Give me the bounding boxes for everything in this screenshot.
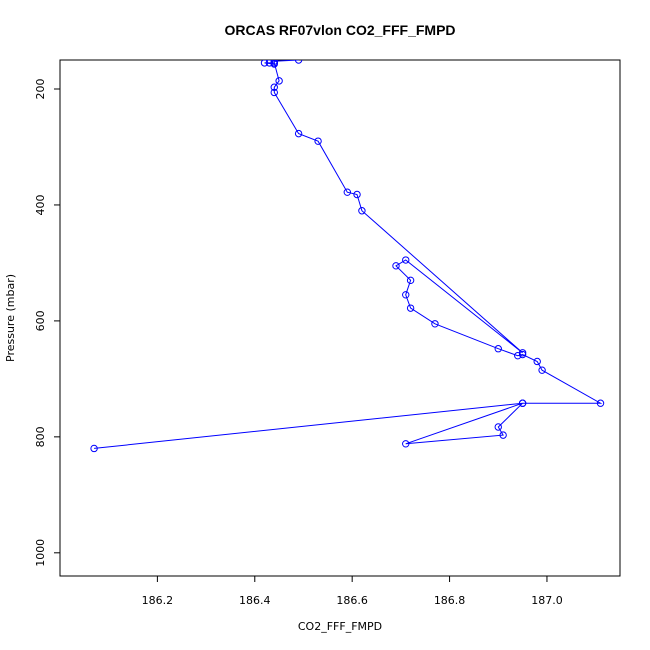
x-axis-label: CO2_FFF_FMPD [298, 620, 382, 633]
y-tick-label: 400 [34, 194, 47, 215]
data-point [294, 60, 303, 64]
data-point [494, 345, 502, 353]
data-point [518, 349, 527, 357]
data-point [260, 60, 269, 67]
data-point [431, 320, 439, 328]
data-point [402, 256, 410, 264]
data-point [343, 188, 352, 196]
y-axis-label: Pressure (mbar) [4, 274, 17, 362]
data-point [275, 77, 283, 85]
data-point [538, 366, 546, 374]
x-axis: 186.2 186.4 186.6 186.8 187.0 [142, 576, 563, 607]
data-point [406, 276, 415, 285]
data-point [90, 444, 98, 453]
data-point [402, 440, 410, 448]
data-point [314, 137, 322, 145]
y-tick-label: 600 [34, 310, 47, 331]
x-tick-label: 186.8 [434, 594, 466, 607]
x-tick-label: 186.6 [336, 594, 368, 607]
data-point [392, 262, 400, 270]
data-point [265, 60, 274, 67]
data-point [402, 291, 410, 299]
data-point [353, 190, 361, 199]
data-point [270, 60, 278, 65]
y-axis: 200 400 600 800 1000 [34, 78, 60, 567]
series-line [94, 60, 603, 449]
data-point [494, 423, 502, 431]
x-tick-label: 186.4 [239, 594, 271, 607]
data-point [499, 431, 507, 439]
data-point [294, 129, 303, 138]
x-tick-label: 186.2 [142, 594, 174, 607]
data-point [270, 83, 278, 91]
y-tick-label: 800 [34, 426, 47, 447]
y-tick-label: 1000 [34, 539, 47, 567]
data-point [406, 304, 415, 312]
data-point [518, 399, 527, 407]
data-point [358, 207, 366, 215]
y-tick-label: 200 [34, 78, 47, 99]
data-point [596, 399, 605, 407]
series-layer [90, 60, 605, 453]
chart-title: ORCAS RF07vlon CO2_FFF_FMPD [224, 22, 455, 38]
data-point [533, 357, 541, 366]
data-point [270, 88, 278, 97]
plot-frame [59, 59, 621, 577]
x-tick-label: 187.0 [531, 594, 563, 607]
